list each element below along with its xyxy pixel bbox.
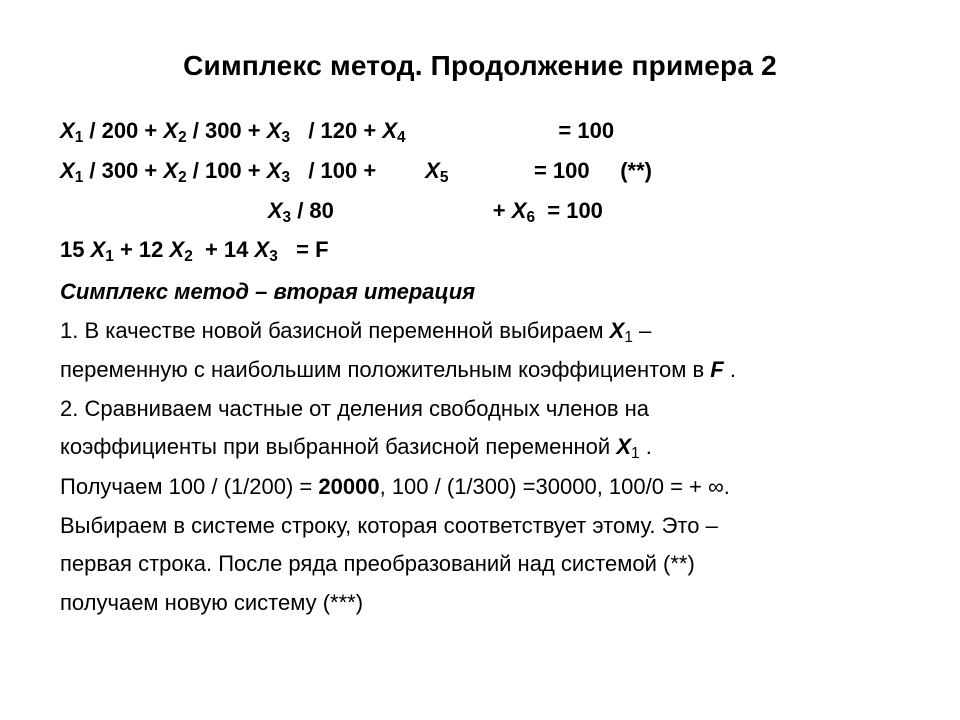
var-x1: X (610, 318, 625, 343)
obj-p2: + 14 (193, 237, 255, 262)
var-x3: X (267, 118, 282, 143)
objective-function: 15 X1 + 12 X2 + 14 X3 = F (60, 231, 900, 271)
step-2-line-1: 2. Сравниваем частные от деления свободн… (60, 390, 900, 429)
slide-title: Симплекс метод. Продолжение примера 2 (60, 50, 900, 82)
sub-1: 1 (105, 248, 114, 265)
obj-c1: 15 (60, 237, 91, 262)
eq1-rhs: = 100 (558, 118, 614, 143)
eq1-pad (406, 118, 559, 143)
var-x3: X (268, 198, 283, 223)
eq1-d3: / 120 + (290, 118, 382, 143)
eq2-d1: / 300 + (83, 158, 163, 183)
var-x2: X (170, 237, 185, 262)
sub-6: 6 (526, 208, 535, 225)
sub-3: 3 (281, 129, 290, 146)
sub-3: 3 (281, 169, 290, 186)
var-x4: X (382, 118, 397, 143)
step-2-line-2: коэффициенты при выбранной базисной пере… (60, 428, 900, 468)
var-x1: X (91, 237, 106, 262)
step-3-line-1: Выбираем в системе строку, которая соотв… (60, 507, 900, 546)
var-x1: X (616, 434, 631, 459)
text: Получаем 100 / (1/200) = (60, 474, 318, 499)
sub-2: 2 (178, 169, 187, 186)
text: . (724, 357, 736, 382)
eq2-note: (**) (590, 158, 652, 183)
eq2-d2: / 100 + (187, 158, 267, 183)
sub-1: 1 (624, 329, 633, 346)
eq3-lead (60, 198, 268, 223)
var-x5: X (425, 158, 440, 183)
var-x3: X (267, 158, 282, 183)
calc-bold: 20000 (318, 474, 379, 499)
sub-1: 1 (631, 445, 640, 462)
calculation-line: Получаем 100 / (1/200) = 20000, 100 / (1… (60, 468, 900, 507)
text: 1. В качестве новой базисной переменной … (60, 318, 610, 343)
text: . (640, 434, 652, 459)
obj-eq: = F (278, 237, 329, 262)
sub-4: 4 (397, 129, 406, 146)
var-x1: X (60, 118, 75, 143)
var-F: F (710, 357, 723, 382)
sub-2: 2 (184, 248, 193, 265)
slide-body: X1 / 200 + X2 / 300 + X3 / 120 + X4 = 10… (60, 112, 900, 622)
eq2-rhs: = 100 (534, 158, 590, 183)
eq3-pad: + (334, 198, 512, 223)
text: – (633, 318, 651, 343)
var-x6: X (512, 198, 527, 223)
eq2-d3: / 100 + (290, 158, 425, 183)
var-x1: X (60, 158, 75, 183)
step-1-line-2: переменную с наибольшим положительным ко… (60, 351, 900, 390)
var-x3: X (255, 237, 270, 262)
eq3-d3: / 80 (291, 198, 334, 223)
step-1-line-1: 1. В качестве новой базисной переменной … (60, 312, 900, 352)
var-x2: X (163, 118, 178, 143)
sub-3: 3 (269, 248, 278, 265)
sub-2: 2 (178, 129, 187, 146)
text: переменную с наибольшим положительным ко… (60, 357, 710, 382)
sub-1: 1 (75, 129, 84, 146)
sub-3: 3 (283, 208, 292, 225)
step-3-line-2: первая строка. После ряда преобразований… (60, 545, 900, 584)
eq1-d1: / 200 + (83, 118, 163, 143)
iteration-subtitle: Симплекс метод – вторая итерация (60, 273, 900, 312)
obj-p1: + 12 (114, 237, 170, 262)
equation-1: X1 / 200 + X2 / 300 + X3 / 120 + X4 = 10… (60, 112, 900, 152)
var-x2: X (163, 158, 178, 183)
step-3-line-3: получаем новую систему (***) (60, 584, 900, 623)
equation-3: X3 / 80 + X6 = 100 (60, 192, 900, 232)
text: , 100 / (1/300) =30000, 100/0 = + ∞. (380, 474, 730, 499)
equation-2: X1 / 300 + X2 / 100 + X3 / 100 + X5 = 10… (60, 152, 900, 192)
eq3-rhs: = 100 (535, 198, 603, 223)
slide: Симплекс метод. Продолжение примера 2 X1… (0, 0, 960, 720)
text: коэффициенты при выбранной базисной пере… (60, 434, 616, 459)
sub-1: 1 (75, 169, 84, 186)
eq1-d2: / 300 + (187, 118, 267, 143)
eq2-pad (448, 158, 534, 183)
